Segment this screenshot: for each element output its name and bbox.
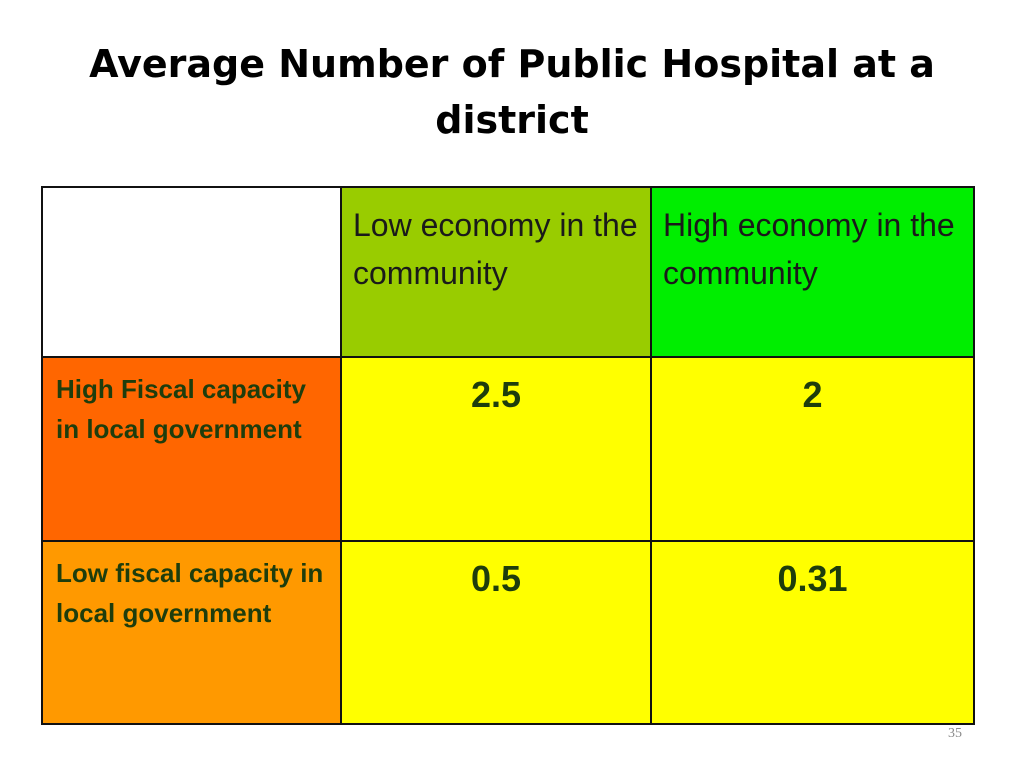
cell-value: 2.5 <box>470 374 522 415</box>
corner-cell <box>41 186 342 358</box>
value-cell-low-fiscal-high-economy: 0.31 <box>650 540 975 725</box>
row-header-low-fiscal: Low fiscal capacity in local government <box>41 540 342 725</box>
row-header-high-fiscal: High Fiscal capacity in local government <box>41 356 342 542</box>
row-header-label: High Fiscal capacity in local government <box>56 374 306 444</box>
column-header-label: Low economy in the community <box>353 207 638 291</box>
slide-title: Average Number of Public Hospital at a d… <box>89 42 935 142</box>
page-number: 35 <box>948 726 962 741</box>
value-cell-low-fiscal-low-economy: 0.5 <box>340 540 652 725</box>
table-header-row: Low economy in the community High econom… <box>41 186 975 358</box>
value-cell-high-fiscal-high-economy: 2 <box>650 356 975 542</box>
table-row: Low fiscal capacity in local government … <box>41 540 975 725</box>
value-cell-high-fiscal-low-economy: 2.5 <box>340 356 652 542</box>
cell-value: 0.5 <box>470 558 522 599</box>
table-row: High Fiscal capacity in local government… <box>41 356 975 542</box>
column-header-high-economy: High economy in the community <box>650 186 975 358</box>
data-table: Low economy in the community High econom… <box>41 186 975 725</box>
row-header-label: Low fiscal capacity in local government <box>56 558 324 628</box>
cell-value: 0.31 <box>777 558 848 599</box>
column-header-low-economy: Low economy in the community <box>340 186 652 358</box>
cell-value: 2 <box>802 374 823 415</box>
column-header-label: High economy in the community <box>663 207 955 291</box>
